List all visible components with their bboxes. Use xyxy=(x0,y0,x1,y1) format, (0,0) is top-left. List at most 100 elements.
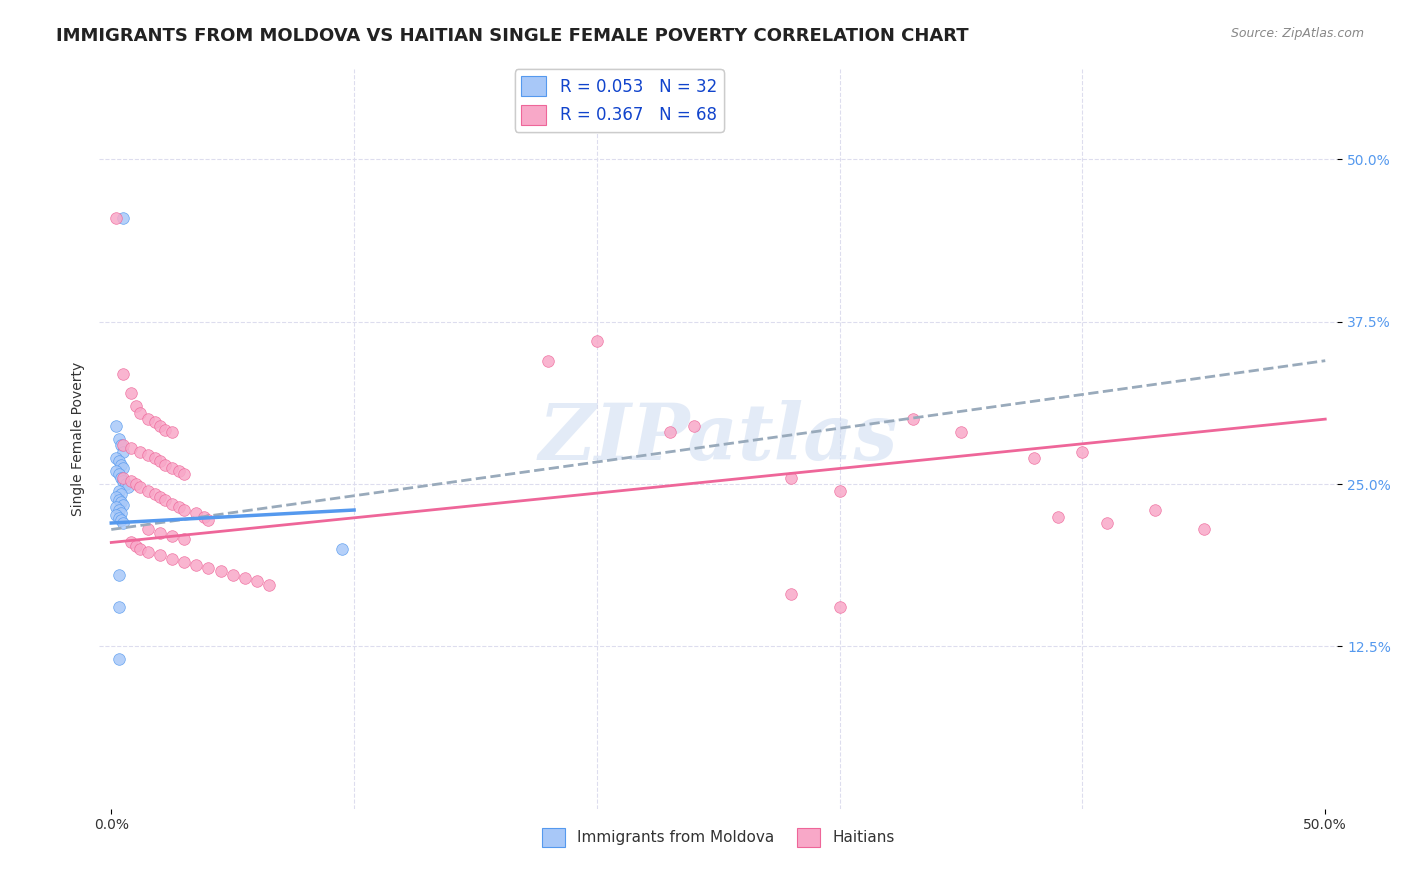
Point xyxy=(1071,444,1094,458)
Point xyxy=(110,513,132,527)
Point xyxy=(197,561,219,575)
Point xyxy=(143,451,166,466)
Point xyxy=(828,483,851,498)
Point xyxy=(143,415,166,429)
Point xyxy=(149,526,172,541)
Point xyxy=(112,461,135,475)
Point xyxy=(1144,503,1167,517)
Point xyxy=(107,483,129,498)
Point xyxy=(112,367,135,381)
Point xyxy=(112,211,135,225)
Point xyxy=(193,509,215,524)
Point xyxy=(153,458,176,472)
Text: IMMIGRANTS FROM MOLDOVA VS HAITIAN SINGLE FEMALE POVERTY CORRELATION CHART: IMMIGRANTS FROM MOLDOVA VS HAITIAN SINGL… xyxy=(56,27,969,45)
Point xyxy=(136,544,159,558)
Point xyxy=(658,425,681,439)
Point xyxy=(167,500,190,515)
Point xyxy=(112,470,135,484)
Point xyxy=(117,480,139,494)
Point xyxy=(112,444,135,458)
Point xyxy=(233,570,256,584)
Point xyxy=(330,541,353,556)
Point xyxy=(112,438,135,452)
Point xyxy=(209,564,232,578)
Text: ZIPatlas: ZIPatlas xyxy=(538,401,898,477)
Point xyxy=(112,498,135,512)
Point xyxy=(114,477,136,491)
Point xyxy=(160,496,183,510)
Point xyxy=(173,532,195,546)
Point xyxy=(153,423,176,437)
Point xyxy=(586,334,609,349)
Point xyxy=(186,558,208,572)
Y-axis label: Single Female Poverty: Single Female Poverty xyxy=(72,361,86,516)
Point xyxy=(107,503,129,517)
Point xyxy=(901,412,924,426)
Point xyxy=(160,425,183,439)
Point xyxy=(257,578,280,592)
Point xyxy=(683,418,706,433)
Point xyxy=(107,467,129,481)
Point xyxy=(110,487,132,501)
Point xyxy=(1022,451,1045,466)
Point xyxy=(110,506,132,520)
Point xyxy=(167,464,190,478)
Point xyxy=(160,461,183,475)
Point xyxy=(136,523,159,537)
Point xyxy=(149,418,172,433)
Point xyxy=(105,490,128,504)
Point xyxy=(1192,523,1215,537)
Point xyxy=(120,475,142,489)
Point xyxy=(153,492,176,507)
Point xyxy=(107,511,129,525)
Point xyxy=(105,508,128,523)
Point xyxy=(129,444,152,458)
Point xyxy=(105,464,128,478)
Point xyxy=(120,535,142,549)
Point xyxy=(780,587,803,601)
Point xyxy=(246,574,269,589)
Point xyxy=(950,425,973,439)
Point xyxy=(143,487,166,501)
Point xyxy=(105,211,128,225)
Point xyxy=(112,475,135,489)
Legend: R = 0.053   N = 32, R = 0.367   N = 68: R = 0.053 N = 32, R = 0.367 N = 68 xyxy=(515,70,724,132)
Point xyxy=(124,399,146,413)
Point xyxy=(107,453,129,467)
Point xyxy=(112,516,135,530)
Point xyxy=(105,500,128,515)
Point xyxy=(107,492,129,507)
Point xyxy=(105,451,128,466)
Point xyxy=(124,540,146,554)
Point xyxy=(136,449,159,463)
Point xyxy=(173,467,195,481)
Point xyxy=(1095,516,1118,530)
Point xyxy=(107,432,129,446)
Text: Source: ZipAtlas.com: Source: ZipAtlas.com xyxy=(1230,27,1364,40)
Point xyxy=(828,600,851,615)
Point xyxy=(110,470,132,484)
Point xyxy=(780,470,803,484)
Point xyxy=(197,513,219,527)
Point xyxy=(129,406,152,420)
Point xyxy=(537,353,560,368)
Point xyxy=(107,568,129,582)
Point xyxy=(105,418,128,433)
Point xyxy=(107,600,129,615)
Point xyxy=(136,483,159,498)
Point xyxy=(110,458,132,472)
Point xyxy=(160,529,183,543)
Point xyxy=(186,506,208,520)
Point xyxy=(107,652,129,666)
Point xyxy=(129,541,152,556)
Point xyxy=(120,386,142,401)
Point xyxy=(149,453,172,467)
Point xyxy=(160,552,183,566)
Point xyxy=(120,441,142,455)
Point xyxy=(124,477,146,491)
Point xyxy=(136,412,159,426)
Point xyxy=(149,490,172,504)
Point xyxy=(173,503,195,517)
Point xyxy=(149,549,172,563)
Point xyxy=(221,568,243,582)
